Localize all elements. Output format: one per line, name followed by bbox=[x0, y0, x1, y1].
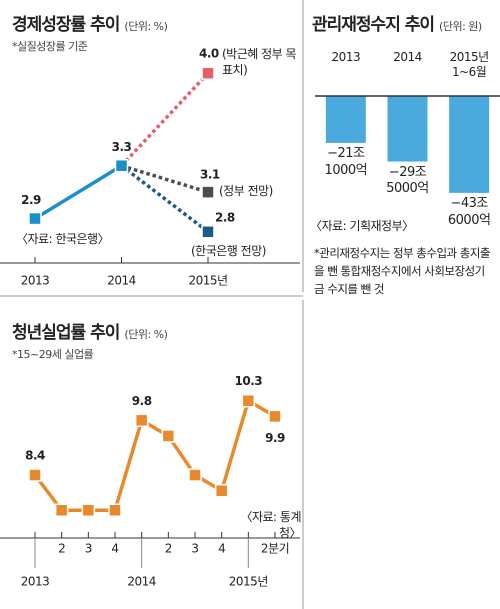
marker bbox=[188, 468, 202, 482]
title-row: 경제성장률 추이 (단위: %) bbox=[12, 14, 168, 37]
x-tick-label: 2013 bbox=[21, 274, 50, 288]
marker bbox=[201, 185, 215, 199]
data-label: −21조 1000억 bbox=[324, 145, 368, 178]
series-name: (정부 전망) bbox=[219, 184, 273, 199]
data-label: 4.0 bbox=[199, 47, 219, 61]
x-tick-label: 2014 bbox=[107, 274, 136, 288]
marker bbox=[134, 413, 149, 428]
marker bbox=[54, 503, 69, 518]
data-label: 9.8 bbox=[132, 394, 152, 408]
chart-title: 경제성장률 추이 bbox=[12, 15, 120, 35]
x-tick-label: 2015년 1~6월 bbox=[449, 50, 490, 79]
x-tick-label: 2 bbox=[58, 542, 65, 556]
marker bbox=[268, 409, 282, 424]
note: *15~29세 실업률 bbox=[12, 348, 94, 361]
data-label: −43조 6000억 bbox=[447, 195, 491, 228]
data-label: 3.3 bbox=[112, 140, 132, 154]
x-tick-label: 3 bbox=[191, 542, 198, 556]
x-tick-label: 2014 bbox=[393, 50, 422, 64]
title-row: 청년실업률 추이 (단위: %) bbox=[12, 322, 168, 345]
series-name: (박근혜 정부 목표치) bbox=[222, 47, 297, 78]
x-tick-label: 2015년 bbox=[188, 274, 227, 288]
note: *실질성장률 기준 bbox=[12, 40, 88, 53]
series-name: (한국은행 전망) bbox=[191, 243, 266, 258]
unit-label: (단위: 원) bbox=[439, 20, 482, 33]
marker bbox=[214, 483, 229, 498]
note: *관리재정수지는 정부 총수입과 총지출을 뺀 통합재정수지에서 사회보장성기금… bbox=[314, 246, 491, 296]
x-tick-label: 2 bbox=[165, 542, 172, 556]
data-label: 2.8 bbox=[215, 210, 235, 224]
x-tick-label: 3 bbox=[85, 542, 92, 556]
unit-label: (단위: %) bbox=[124, 20, 168, 33]
chart-title: 청년실업률 추이 bbox=[12, 323, 120, 343]
x-tick-label: 4 bbox=[111, 542, 118, 556]
data-label: 2.9 bbox=[21, 193, 41, 207]
bar bbox=[325, 96, 366, 143]
title-row: 관리재정수지 추이 (단위: 원) bbox=[312, 14, 482, 37]
source: 〈자료: 기획재정부〉 bbox=[310, 219, 414, 233]
series-line bbox=[120, 164, 210, 234]
source: 〈자료: 한국은행〉 bbox=[16, 232, 110, 246]
x-tick-label: 2분기 bbox=[261, 542, 289, 556]
marker bbox=[108, 503, 122, 518]
marker bbox=[28, 211, 42, 226]
series-line bbox=[34, 164, 123, 221]
series-line bbox=[120, 72, 210, 167]
year-label: 2015년 bbox=[229, 575, 268, 589]
x-tick-label: 2013 bbox=[331, 50, 361, 64]
data-label: 8.4 bbox=[25, 449, 45, 463]
bar bbox=[449, 96, 490, 193]
bar bbox=[387, 96, 428, 162]
data-label: 10.3 bbox=[235, 374, 263, 388]
marker bbox=[28, 468, 42, 482]
data-label: 9.9 bbox=[265, 431, 285, 445]
marker bbox=[201, 225, 215, 239]
data-label: −29조 5000억 bbox=[386, 164, 429, 197]
unit-label: (단위: %) bbox=[124, 328, 168, 341]
marker bbox=[81, 503, 96, 518]
data-label: 3.1 bbox=[200, 168, 220, 182]
marker bbox=[114, 158, 129, 173]
chart-title: 관리재정수지 추이 bbox=[312, 15, 435, 35]
year-label: 2013 bbox=[21, 575, 50, 589]
series-line bbox=[33, 398, 276, 513]
marker bbox=[241, 393, 256, 408]
marker bbox=[201, 66, 215, 80]
x-tick-label: 4 bbox=[218, 542, 225, 556]
year-label: 2014 bbox=[127, 575, 156, 589]
marker bbox=[161, 429, 176, 443]
series-line bbox=[120, 164, 209, 194]
source: 〈자료: 통계청〉 bbox=[240, 510, 301, 541]
